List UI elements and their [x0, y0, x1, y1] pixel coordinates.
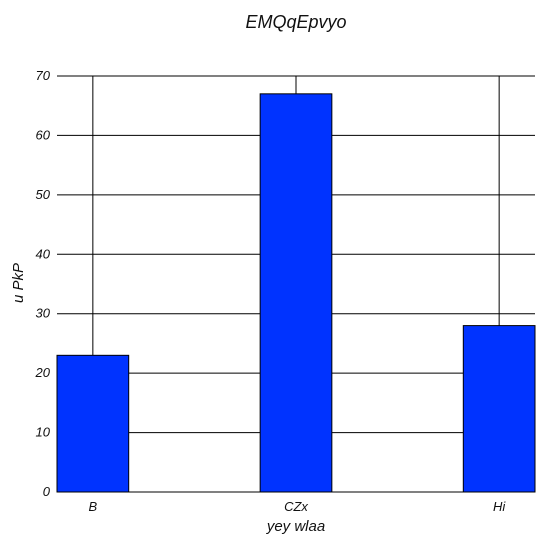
bar-Hi [462, 325, 536, 493]
y-tick-label: 0 [43, 484, 51, 499]
y-tick-label: 40 [36, 246, 51, 261]
chart-title: EMQqEpvyo [245, 12, 346, 32]
y-tick-label: 10 [36, 425, 51, 440]
y-tick-label: 20 [35, 365, 51, 380]
bar-CZx [259, 93, 333, 493]
x-tick-label: Hi [493, 499, 506, 514]
y-axis-label: u PkP [10, 263, 27, 303]
y-tick-label: 60 [36, 127, 51, 142]
x-tick-label: CZx [284, 499, 308, 514]
x-axis-label: yey wlaa [266, 518, 325, 535]
y-tick-label: 30 [36, 306, 51, 321]
x-tick-labels: B CZx Hi [89, 499, 507, 514]
x-tick-label: B [89, 499, 98, 514]
bar-B [56, 354, 130, 493]
bar-layer [56, 93, 536, 493]
y-tick-label: 50 [36, 187, 51, 202]
y-tick-label: 70 [36, 68, 51, 83]
y-tick-labels: 0 10 20 30 40 50 60 70 [35, 68, 51, 499]
